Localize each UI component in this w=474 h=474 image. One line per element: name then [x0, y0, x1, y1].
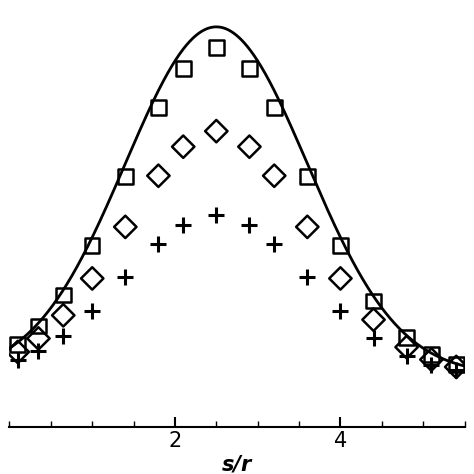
Point [59, 311, 67, 319]
Point [89, 274, 96, 282]
Point [370, 335, 377, 342]
Point [121, 223, 129, 231]
X-axis label: s/r: s/r [222, 454, 252, 474]
Point [428, 361, 435, 368]
Point [121, 173, 129, 180]
Point [271, 240, 278, 247]
Point [14, 348, 21, 356]
Point [337, 242, 344, 249]
Point [271, 172, 278, 180]
Point [428, 356, 435, 364]
Point [370, 297, 377, 305]
Point [35, 347, 42, 355]
Point [246, 65, 253, 73]
Point [121, 273, 129, 281]
Point [212, 211, 220, 219]
Point [59, 332, 67, 339]
Point [212, 44, 220, 52]
Point [180, 143, 187, 151]
Point [246, 221, 253, 228]
Point [303, 223, 311, 231]
Point [403, 334, 410, 342]
Point [14, 340, 21, 348]
Point [403, 343, 410, 351]
Point [428, 351, 435, 358]
Point [246, 143, 253, 151]
Point [155, 240, 162, 247]
Point [35, 322, 42, 330]
Point [403, 353, 410, 360]
Point [180, 221, 187, 228]
Point [453, 363, 460, 371]
Point [89, 308, 96, 315]
Point [155, 104, 162, 111]
Point [212, 128, 220, 135]
Point [337, 274, 344, 282]
Point [453, 366, 460, 374]
Point [453, 361, 460, 368]
Point [303, 173, 311, 180]
Point [180, 65, 187, 73]
Point [35, 335, 42, 342]
Point [271, 104, 278, 111]
Point [59, 291, 67, 299]
Point [337, 308, 344, 315]
Point [14, 356, 21, 364]
Point [89, 242, 96, 249]
Point [370, 316, 377, 324]
Point [155, 172, 162, 180]
Point [303, 273, 311, 281]
